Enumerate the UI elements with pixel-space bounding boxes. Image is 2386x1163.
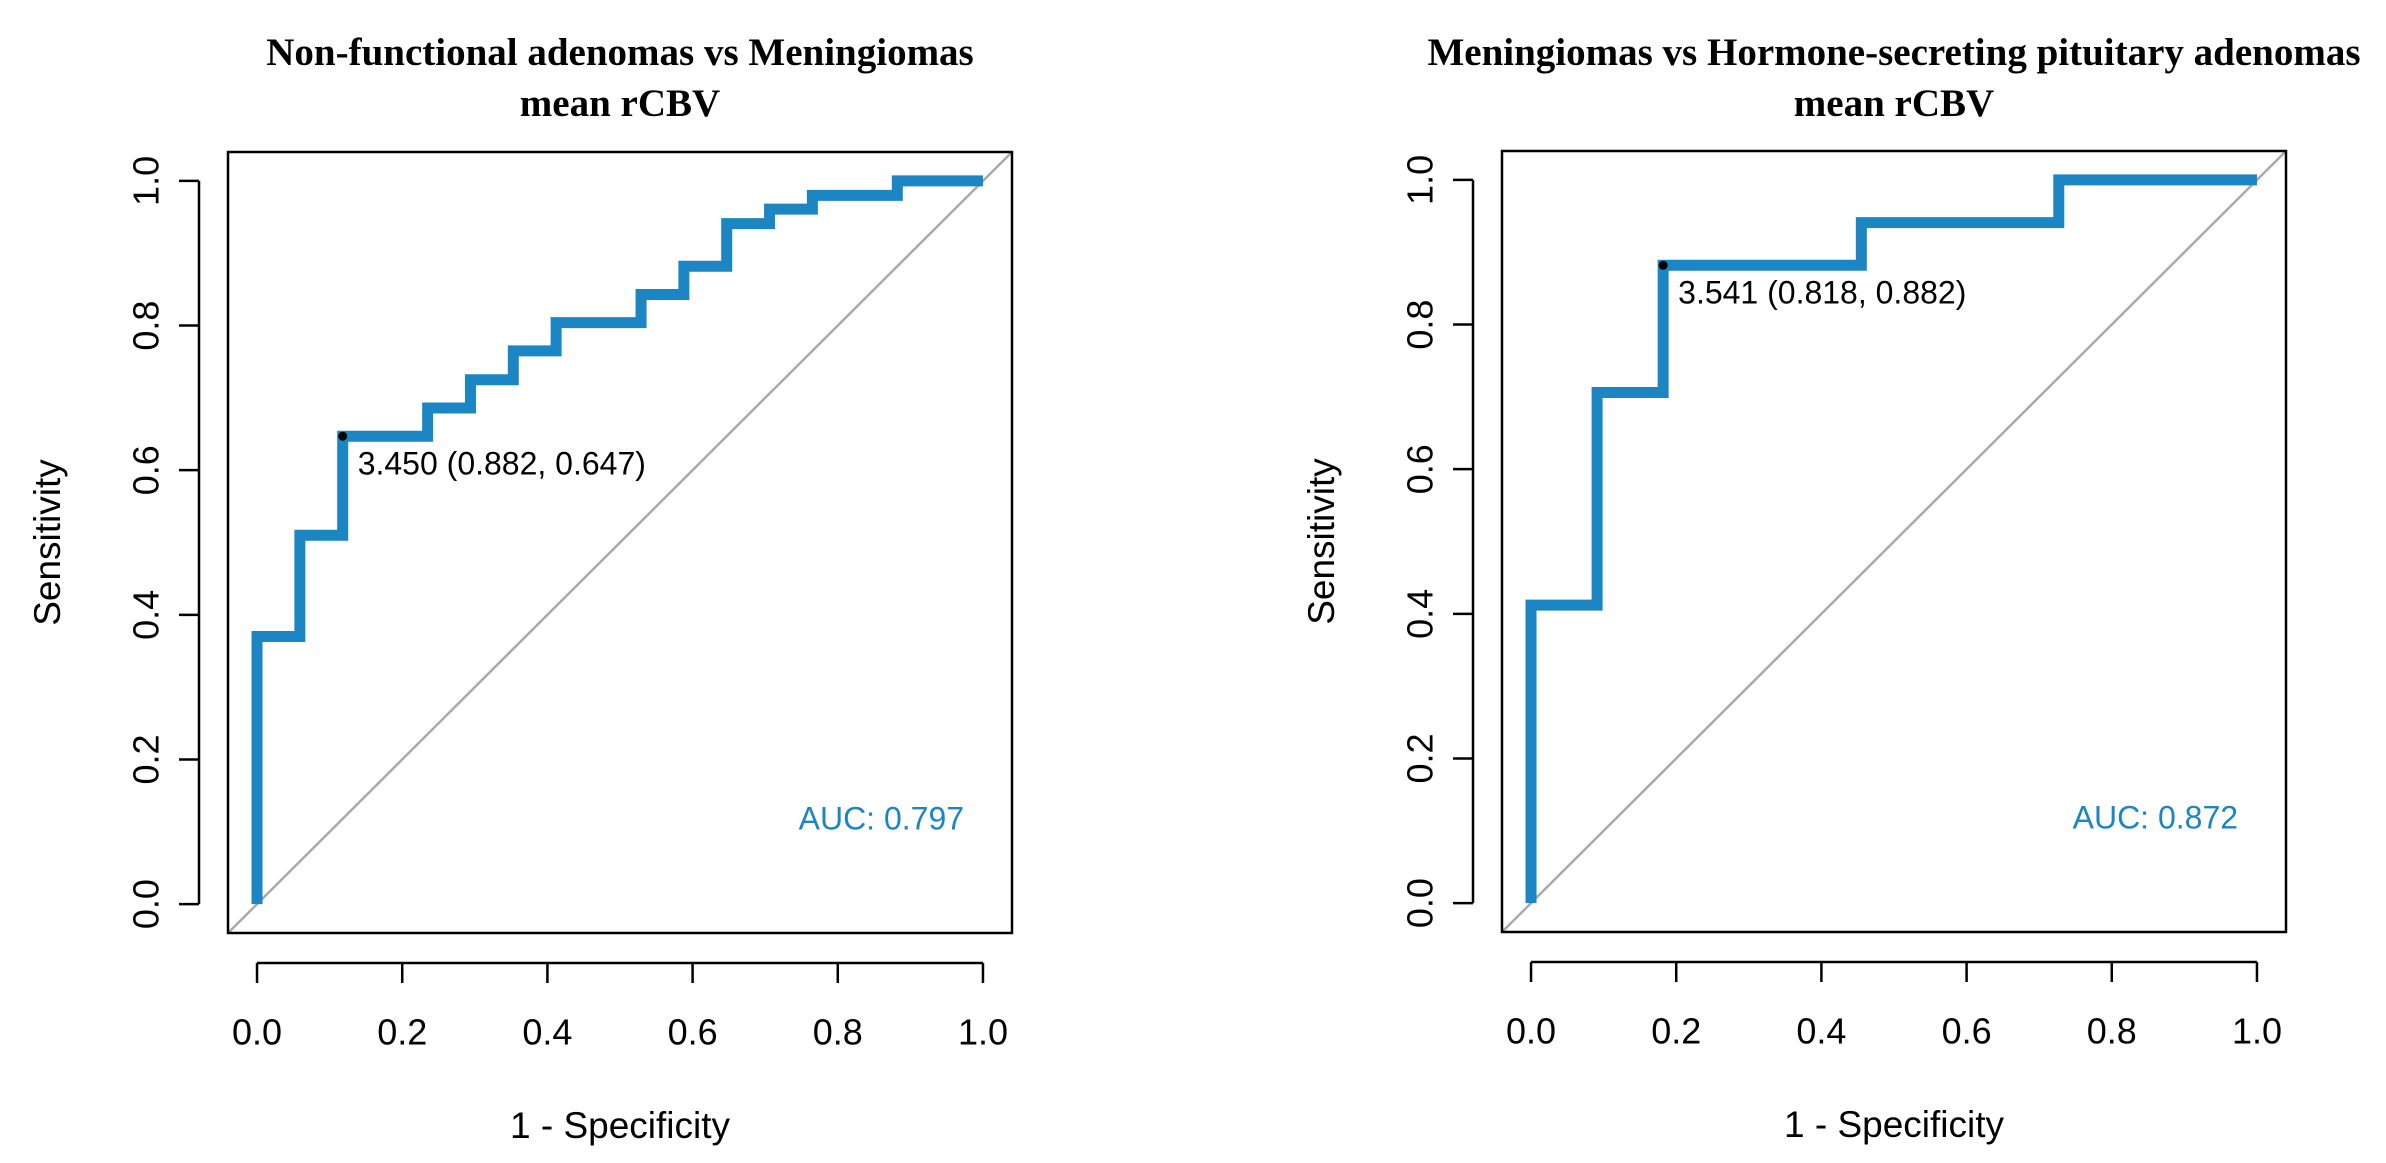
y-tick-label: 0.2 xyxy=(1400,733,1441,783)
roc-curve xyxy=(251,175,983,905)
chart-subtitle: mean rCBV xyxy=(1794,82,1994,125)
x-tick-label: 0.8 xyxy=(2087,1011,2137,1052)
auc-label: AUC: 0.797 xyxy=(799,800,964,836)
y-tick-label: 0.4 xyxy=(1400,589,1441,639)
chart-panel: Non-functional adenomas vs Meningiomas me… xyxy=(27,31,1014,1146)
y-tick-label: 0.6 xyxy=(126,445,167,495)
auc-label: AUC: 0.872 xyxy=(2073,799,2238,835)
y-axis-label: Sensitivity xyxy=(27,459,68,626)
chart-title: Meningiomas vs Hormone-secreting pituita… xyxy=(1427,31,2360,74)
reference-line xyxy=(227,151,1013,934)
cut-point-label: 3.541 (0.818, 0.882) xyxy=(1678,275,1966,311)
y-tick-label: 0.2 xyxy=(126,734,167,784)
plot-box xyxy=(1500,149,2288,934)
y-tick-label: 1.0 xyxy=(1400,155,1441,205)
x-tick-label: 0.4 xyxy=(1796,1011,1846,1052)
x-tick-label: 1.0 xyxy=(2232,1011,2282,1052)
y-tick-label: 0.4 xyxy=(126,590,167,640)
chart-subtitle: mean rCBV xyxy=(520,82,720,125)
cut-point xyxy=(1658,260,1668,270)
y-tick-label: 1.0 xyxy=(126,156,167,206)
chart-title: Non-functional adenomas vs Meningiomas xyxy=(266,31,973,74)
cut-point-label: 3.450 (0.882, 0.647) xyxy=(358,446,646,482)
x-axis-label: 1 - Specificity xyxy=(1784,1104,2005,1145)
y-tick-label: 0.6 xyxy=(1400,444,1441,494)
x-tick-label: 0.0 xyxy=(232,1012,282,1053)
plot-box xyxy=(226,150,1014,935)
x-tick-label: 0.4 xyxy=(522,1012,572,1053)
cut-point xyxy=(338,431,348,441)
x-tick-label: 0.0 xyxy=(1506,1011,1556,1052)
x-axis-label: 1 - Specificity xyxy=(510,1105,731,1146)
x-tick-label: 0.2 xyxy=(377,1012,427,1053)
y-axis-label: Sensitivity xyxy=(1301,458,1342,625)
x-tick-label: 0.2 xyxy=(1651,1011,1701,1052)
chart-panel: Meningiomas vs Hormone-secreting pituita… xyxy=(1301,31,2361,1145)
reference-line xyxy=(1501,150,2287,933)
x-tick-label: 1.0 xyxy=(958,1012,1008,1053)
y-tick-label: 0.8 xyxy=(1400,300,1441,350)
y-tick-label: 0.0 xyxy=(126,879,167,929)
x-tick-label: 0.6 xyxy=(1942,1011,1992,1052)
x-tick-label: 0.6 xyxy=(668,1012,718,1053)
y-tick-label: 0.8 xyxy=(126,301,167,351)
y-tick-label: 0.0 xyxy=(1400,878,1441,928)
x-tick-label: 0.8 xyxy=(813,1012,863,1053)
